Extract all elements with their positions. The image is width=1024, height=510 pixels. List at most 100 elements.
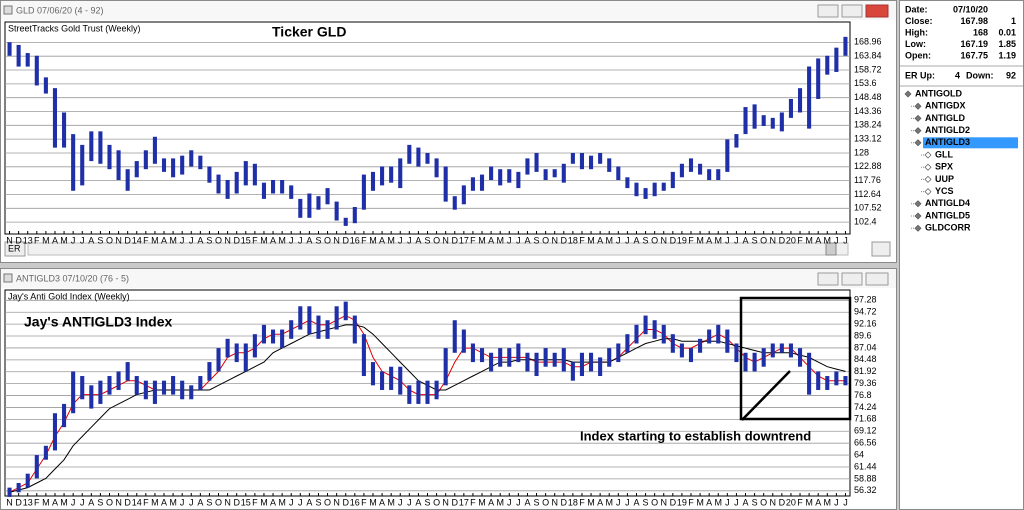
x-tick-label: M xyxy=(805,497,813,507)
x-tick-label: 18 xyxy=(568,235,578,245)
quote-value: 167.19 xyxy=(960,39,988,49)
x-tick-label: J xyxy=(180,235,185,245)
chart xyxy=(5,299,850,497)
x-tick-label: F xyxy=(252,235,258,245)
tree-item[interactable]: SPX xyxy=(935,162,953,172)
er-label: ER Up: xyxy=(905,70,935,80)
x-tick-label: A xyxy=(488,235,494,245)
tree-item[interactable]: ANTIGLD2 xyxy=(925,125,970,135)
close-button[interactable] xyxy=(865,4,889,18)
x-tick-label: M xyxy=(387,235,395,245)
window-icon xyxy=(3,273,13,283)
x-tick-label: J xyxy=(616,235,621,245)
x-tick-label: 14 xyxy=(132,235,142,245)
y-tick-label: 56.32 xyxy=(854,485,877,495)
quote-change: 0.01 xyxy=(998,27,1016,37)
x-tick-label: N xyxy=(442,497,449,507)
y-tick-label: 117.76 xyxy=(854,175,881,185)
tree-item[interactable]: ANTIGLD xyxy=(925,113,965,123)
x-tick-label: F xyxy=(34,235,40,245)
tree-item[interactable]: ANTIGLD3 xyxy=(925,137,970,147)
scroll-thumb[interactable] xyxy=(825,242,837,256)
tree-item[interactable]: ANTIGLD5 xyxy=(925,210,970,220)
tree-item[interactable]: ANTIGDX xyxy=(925,101,966,111)
x-tick-label: M xyxy=(605,235,613,245)
x-tick-label: J xyxy=(407,235,412,245)
minimize-button[interactable] xyxy=(817,272,839,286)
er-value: 4 xyxy=(955,70,960,80)
x-tick-label: 15 xyxy=(241,235,251,245)
y-tick-label: 107.52 xyxy=(854,203,882,213)
plot-area xyxy=(4,21,851,235)
y-tick-label: 128 xyxy=(854,147,869,157)
minimize-button[interactable] xyxy=(817,4,839,18)
x-tick-label: A xyxy=(306,497,312,507)
quote-change: 1 xyxy=(1011,16,1016,26)
x-tick-label: A xyxy=(524,235,530,245)
x-tick-label: A xyxy=(88,497,94,507)
tree-icon xyxy=(914,139,922,147)
tree-item[interactable]: GLDCORR xyxy=(925,223,971,233)
x-tick-label: A xyxy=(88,235,94,245)
x-tick-label: M xyxy=(805,235,813,245)
x-tick-label: M xyxy=(715,235,723,245)
close-button[interactable] xyxy=(865,272,889,286)
x-tick-label: O xyxy=(760,497,767,507)
tree-item[interactable]: ANTIGLD4 xyxy=(925,198,970,208)
x-tick-label: A xyxy=(161,235,167,245)
x-tick-label: D xyxy=(779,497,786,507)
tree-icon xyxy=(924,151,932,159)
quote-label: High: xyxy=(905,27,928,37)
x-tick-label: N xyxy=(224,235,231,245)
x-tick-label: S xyxy=(97,497,103,507)
x-tick-label: M xyxy=(587,235,595,245)
x-tick-label: J xyxy=(843,235,848,245)
x-tick-label: 20 xyxy=(786,235,796,245)
x-tick-label: 17 xyxy=(459,497,469,507)
maximize-button[interactable] xyxy=(841,272,863,286)
x-tick-label: A xyxy=(706,235,712,245)
x-tick-label: J xyxy=(289,497,294,507)
x-tick-label: A xyxy=(379,235,385,245)
title-bar xyxy=(1,269,896,288)
menu-button[interactable] xyxy=(871,241,891,257)
chart xyxy=(5,36,850,234)
x-tick-label: S xyxy=(534,235,540,245)
x-tick-label: D xyxy=(670,497,677,507)
y-tick-label: 102.4 xyxy=(854,216,877,226)
quote-label: Open: xyxy=(905,50,931,60)
tree-item[interactable]: UUP xyxy=(935,174,954,184)
x-tick-label: O xyxy=(215,235,222,245)
y-tick-label: 61.44 xyxy=(854,461,877,471)
y-tick-label: 84.48 xyxy=(854,354,877,364)
tree-icon xyxy=(914,200,922,208)
x-tick-label: N xyxy=(6,497,13,507)
tree-icon xyxy=(914,212,922,220)
x-tick-label: D xyxy=(342,497,349,507)
y-tick-label: 89.6 xyxy=(854,330,872,340)
x-tick-label: 14 xyxy=(132,497,142,507)
tree-item[interactable]: GLL xyxy=(935,149,953,159)
x-tick-label: O xyxy=(106,235,113,245)
y-tick-label: 92.16 xyxy=(854,319,877,329)
x-tick-label: J xyxy=(734,235,739,245)
x-tick-label: A xyxy=(306,235,312,245)
scrollbar[interactable] xyxy=(27,242,849,256)
x-tick-label: F xyxy=(470,497,476,507)
y-tick-label: 58.88 xyxy=(854,473,877,483)
y-tick-label: 79.36 xyxy=(854,378,877,388)
x-tick-label: O xyxy=(542,497,549,507)
x-tick-label: J xyxy=(180,497,185,507)
x-tick-label: J xyxy=(398,235,403,245)
x-tick-label: S xyxy=(424,497,430,507)
er-button[interactable] xyxy=(4,241,26,257)
x-tick-label: J xyxy=(734,497,739,507)
tree-item[interactable]: ANTIGOLD xyxy=(915,88,962,98)
tree-item[interactable]: YCS xyxy=(935,186,954,196)
x-tick-label: N xyxy=(6,235,13,245)
x-tick-label: S xyxy=(315,497,321,507)
y-tick-label: 112.64 xyxy=(854,189,881,199)
tree-selection xyxy=(923,137,1018,149)
maximize-button[interactable] xyxy=(841,4,863,18)
x-tick-label: J xyxy=(625,235,630,245)
